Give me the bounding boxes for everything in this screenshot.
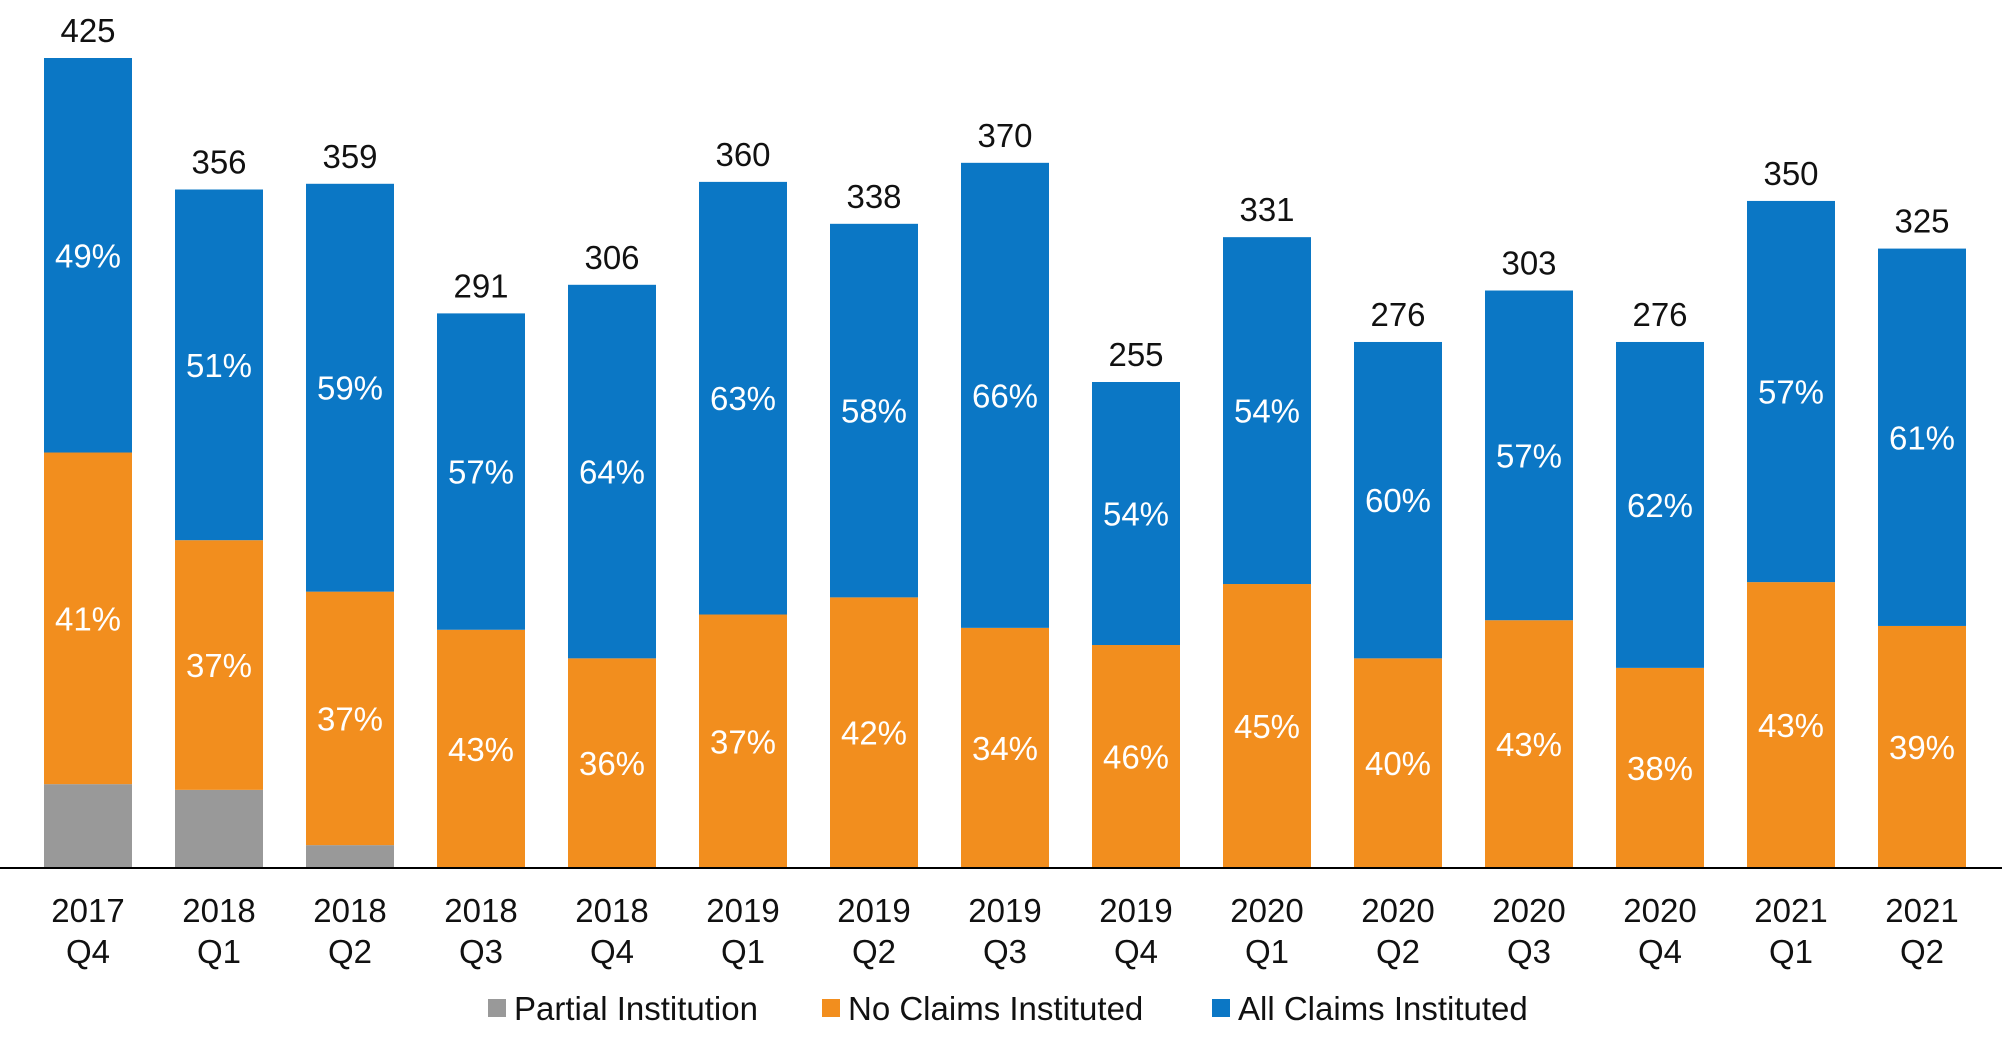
chart-container: 41% 49% 425 37% 51% 356 37% 59% 359 43% 57% 291 36% 6… <box>0 0 2002 1045</box>
segment-percent-label: 46% <box>1103 739 1169 776</box>
x-tick-quarter: Q1 <box>1245 933 1289 970</box>
segment-percent-label: 66% <box>972 377 1038 414</box>
x-tick-quarter: Q1 <box>1769 933 1813 970</box>
x-tick-labels: 2017 Q4 2018 Q1 2018 Q2 2018 Q3 2018 Q4 2019 Q1 2019… <box>51 892 1958 970</box>
x-tick-quarter: Q3 <box>1507 933 1551 970</box>
bar-total-label: 359 <box>322 138 377 175</box>
x-tick-year: 2020 <box>1230 892 1303 929</box>
bar-total-label: 331 <box>1239 191 1294 228</box>
bar-total-label: 360 <box>715 136 770 173</box>
bar-total-label: 255 <box>1108 336 1163 373</box>
segment-percent-label: 37% <box>710 723 776 760</box>
bar-total-label: 303 <box>1501 245 1556 282</box>
segment-percent-label: 43% <box>448 731 514 768</box>
x-tick-quarter: Q1 <box>197 933 241 970</box>
x-tick-quarter: Q2 <box>852 933 896 970</box>
bar-segment-partial-institution <box>306 845 394 868</box>
x-tick-year: 2018 <box>182 892 255 929</box>
segment-percent-label: 54% <box>1103 496 1169 533</box>
segment-percent-label: 61% <box>1889 419 1955 456</box>
legend-swatch-all-claims-instituted <box>1212 999 1230 1017</box>
segment-percent-label: 37% <box>186 647 252 684</box>
x-tick-year: 2019 <box>706 892 779 929</box>
segment-percent-label: 57% <box>448 454 514 491</box>
legend-swatch-no-claims-instituted <box>822 999 840 1017</box>
segment-percent-label: 34% <box>972 730 1038 767</box>
bar-total-label: 276 <box>1370 296 1425 333</box>
bar-total-label: 356 <box>191 144 246 181</box>
bar-segment-partial-institution <box>44 784 132 868</box>
bar-total-label: 370 <box>977 117 1032 154</box>
segment-percent-label: 59% <box>317 370 383 407</box>
x-tick-year: 2020 <box>1361 892 1434 929</box>
x-tick-year: 2019 <box>968 892 1041 929</box>
x-tick-quarter: Q4 <box>1638 933 1682 970</box>
x-tick-quarter: Q4 <box>1114 933 1158 970</box>
legend-swatch-partial-institution <box>488 999 506 1017</box>
segment-percent-label: 49% <box>55 237 121 274</box>
bar-total-label: 338 <box>846 178 901 215</box>
segment-percent-label: 62% <box>1627 487 1693 524</box>
segment-percent-label: 39% <box>1889 729 1955 766</box>
segment-percent-label: 41% <box>55 600 121 637</box>
segment-percent-label: 45% <box>1234 708 1300 745</box>
legend-label-no-claims-instituted: No Claims Instituted <box>848 990 1143 1027</box>
segment-percent-label: 60% <box>1365 482 1431 519</box>
legend: Partial Institution No Claims Instituted A… <box>488 990 1528 1027</box>
bar-segment-partial-institution <box>175 790 263 868</box>
bar-total-label: 291 <box>453 267 508 304</box>
segment-percent-label: 63% <box>710 380 776 417</box>
segment-percent-label: 51% <box>186 347 252 384</box>
x-tick-quarter: Q4 <box>66 933 110 970</box>
x-tick-year: 2020 <box>1623 892 1696 929</box>
segment-percent-label: 38% <box>1627 750 1693 787</box>
legend-label-partial-institution: Partial Institution <box>514 990 758 1027</box>
segment-percent-label: 43% <box>1758 707 1824 744</box>
segment-percent-label: 57% <box>1496 437 1562 474</box>
segment-percent-label: 57% <box>1758 374 1824 411</box>
x-tick-year: 2019 <box>1099 892 1172 929</box>
x-tick-year: 2019 <box>837 892 910 929</box>
bar-total-label: 276 <box>1632 296 1687 333</box>
segment-percent-label: 42% <box>841 715 907 752</box>
x-tick-quarter: Q4 <box>590 933 634 970</box>
x-tick-year: 2020 <box>1492 892 1565 929</box>
x-tick-year: 2021 <box>1885 892 1958 929</box>
x-tick-quarter: Q1 <box>721 933 765 970</box>
segment-percent-label: 43% <box>1496 726 1562 763</box>
segment-percent-label: 64% <box>579 454 645 491</box>
x-tick-year: 2018 <box>444 892 517 929</box>
x-tick-year: 2018 <box>313 892 386 929</box>
segment-percent-label: 37% <box>317 700 383 737</box>
x-tick-year: 2017 <box>51 892 124 929</box>
bar-total-label: 425 <box>60 12 115 49</box>
legend-label-all-claims-instituted: All Claims Instituted <box>1238 990 1528 1027</box>
segment-percent-label: 58% <box>841 393 907 430</box>
segment-percent-label: 36% <box>579 745 645 782</box>
segment-percent-label: 54% <box>1234 393 1300 430</box>
x-tick-quarter: Q3 <box>983 933 1027 970</box>
bar-total-label: 325 <box>1894 203 1949 240</box>
x-tick-quarter: Q2 <box>1376 933 1420 970</box>
x-tick-quarter: Q2 <box>328 933 372 970</box>
stacked-bar-chart: 41% 49% 425 37% 51% 356 37% 59% 359 43% 57% 291 36% 6… <box>0 0 2002 1045</box>
x-tick-year: 2018 <box>575 892 648 929</box>
x-tick-quarter: Q3 <box>459 933 503 970</box>
bar-total-label: 306 <box>584 239 639 276</box>
x-tick-year: 2021 <box>1754 892 1827 929</box>
segment-percent-label: 40% <box>1365 745 1431 782</box>
x-tick-quarter: Q2 <box>1900 933 1944 970</box>
bar-total-label: 350 <box>1763 155 1818 192</box>
